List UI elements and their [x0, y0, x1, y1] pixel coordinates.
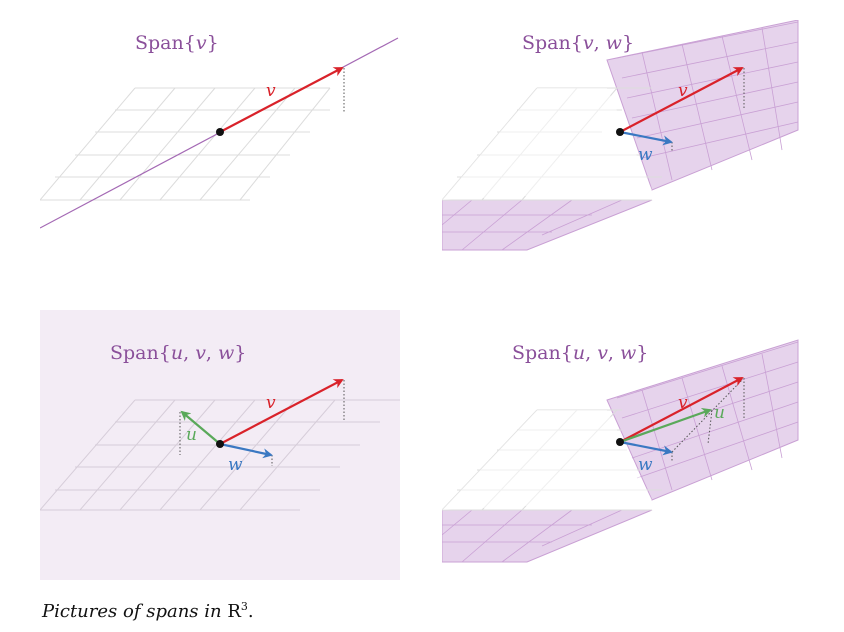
panel-span-vw-title: Span{v, w} [522, 32, 635, 54]
vector-u-label: u [186, 425, 197, 445]
xy-plane-shade [442, 410, 652, 510]
panel-span-uvw-plane: v u w Span{u, v, w} [442, 330, 802, 600]
span-plane-lower [442, 199, 653, 251]
span-plane-grid [442, 341, 799, 563]
xy-plane-grid [40, 87, 331, 201]
panel-span-uvw-plane-title: Span{u, v, w} [512, 342, 649, 364]
panel-span-vw-drawing: v w [442, 20, 799, 251]
vector-w [619, 440, 673, 456]
panel-span-uvw-space-title: Span{u, v, w} [110, 342, 247, 364]
vector-w-label: w [638, 145, 653, 165]
span-plane-upper [606, 339, 799, 501]
vector-v [619, 377, 744, 443]
vector-v [219, 379, 344, 445]
caption-text: Pictures of spans in [42, 601, 222, 622]
vector-v-label: v [266, 81, 276, 101]
panel-span-v: v Span{v} [40, 20, 400, 290]
vector-w-label: w [638, 455, 653, 475]
vector-v-label: v [266, 393, 276, 413]
origin-point [616, 438, 624, 446]
span-plane-lower [442, 509, 653, 563]
u-projection-line [707, 409, 713, 445]
caption-period: . [247, 601, 254, 622]
origin-point [216, 128, 224, 136]
panel-span-uvw-space: v w u Span{u, v, w} [40, 310, 400, 580]
panel-span-uvw-space-drawing: v w u [40, 379, 400, 511]
caption-exponent: 3 [240, 600, 248, 613]
vector-w-label: w [228, 455, 243, 475]
vector-w [619, 130, 673, 146]
xy-plane-shade [442, 88, 652, 200]
panel-span-v-drawing: v [40, 37, 399, 229]
origin-point [616, 128, 624, 136]
figure-caption: Pictures of spans in R3. [42, 600, 254, 622]
vector-u [180, 410, 221, 445]
panel-span-uvw-plane-drawing: v u w [442, 339, 799, 563]
span-plane-upper [606, 20, 799, 191]
xy-plane-grid [40, 399, 400, 511]
span-plane-grid [442, 21, 799, 251]
vector-u [619, 407, 712, 444]
vector-v-label: v [678, 81, 688, 101]
panel-span-vw: v w Span{v, w} [442, 20, 802, 290]
panel-span-v-title: Span{v} [135, 32, 219, 54]
caption-space-symbol: R [227, 601, 241, 622]
vector-u-label: u [714, 403, 725, 423]
vector-v [619, 67, 744, 133]
vector-v [219, 67, 344, 133]
origin-point [216, 440, 224, 448]
vector-w [219, 442, 273, 459]
vector-v-label: v [678, 393, 688, 413]
